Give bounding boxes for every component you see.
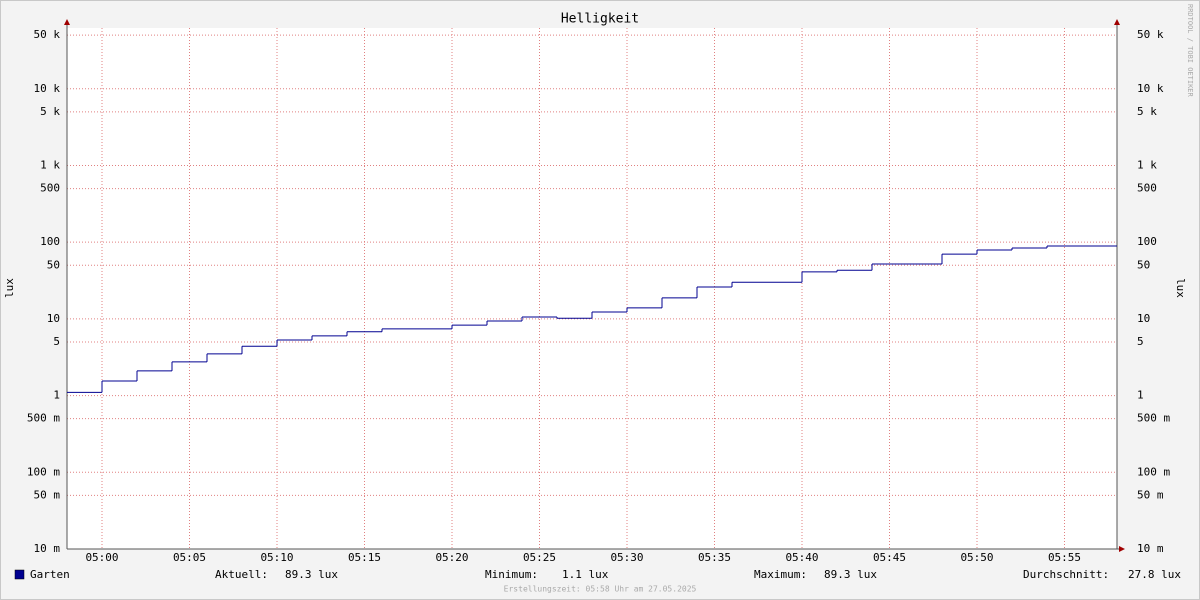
y-tick-label: 100 m — [27, 465, 60, 478]
stat-label: Maximum: — [754, 568, 807, 581]
y-tick-label: 50 m — [34, 488, 61, 501]
stat-label: Durchschnitt: — [1023, 568, 1109, 581]
y2-tick-label: 50 k — [1137, 28, 1164, 41]
stat-value: 1.1 lux — [562, 568, 609, 581]
y2-axis-label: lux — [1174, 278, 1187, 298]
stat-value: 27.8 lux — [1128, 568, 1181, 581]
x-tick-label: 05:25 — [523, 551, 556, 564]
y2-tick-label: 1 — [1137, 389, 1144, 402]
x-tick-label: 05:05 — [173, 551, 206, 564]
y-tick-label: 500 — [40, 182, 60, 195]
stat-value: 89.3 lux — [285, 568, 338, 581]
x-tick-label: 05:15 — [348, 551, 381, 564]
y2-tick-label: 10 k — [1137, 82, 1164, 95]
x-tick-label: 05:55 — [1048, 551, 1081, 564]
x-tick-label: 05:00 — [85, 551, 118, 564]
y-tick-label: 5 k — [40, 105, 60, 118]
y2-tick-label: 5 k — [1137, 105, 1157, 118]
x-tick-label: 05:40 — [785, 551, 818, 564]
axis-arrow — [1119, 546, 1125, 552]
watermark: RRDTOOL / TOBI OETIKER — [1186, 4, 1194, 98]
y2-tick-label: 50 m — [1137, 488, 1164, 501]
legend-label: Garten — [30, 568, 70, 581]
y2-tick-label: 100 m — [1137, 465, 1170, 478]
stat-label: Minimum: — [485, 568, 538, 581]
y-tick-label: 1 — [53, 389, 60, 402]
y-tick-label: 500 m — [27, 412, 60, 425]
y2-tick-label: 1 k — [1137, 158, 1157, 171]
y-tick-label: 1 k — [40, 158, 60, 171]
y2-tick-label: 50 — [1137, 258, 1150, 271]
y-tick-label: 10 m — [34, 542, 61, 555]
y2-tick-label: 10 m — [1137, 542, 1164, 555]
x-tick-label: 05:10 — [260, 551, 293, 564]
y-tick-label: 50 k — [34, 28, 61, 41]
stat-value: 89.3 lux — [824, 568, 877, 581]
plot-area — [67, 28, 1117, 549]
axis-arrow — [1114, 19, 1120, 25]
y2-tick-label: 5 — [1137, 335, 1144, 348]
x-tick-label: 05:45 — [873, 551, 906, 564]
y-tick-label: 100 — [40, 235, 60, 248]
x-tick-label: 05:30 — [610, 551, 643, 564]
stat-label: Aktuell: — [215, 568, 268, 581]
footer: Erstellungszeit: 05:58 Uhr am 27.05.2025 — [504, 585, 697, 594]
y-tick-label: 10 — [47, 312, 60, 325]
y2-tick-label: 10 — [1137, 312, 1150, 325]
y2-tick-label: 100 — [1137, 235, 1157, 248]
y-axis-label: lux — [3, 278, 16, 298]
chart-title: Helligkeit — [561, 12, 639, 27]
y-tick-label: 5 — [53, 335, 60, 348]
x-tick-label: 05:50 — [960, 551, 993, 564]
legend-swatch — [14, 569, 25, 580]
axis-arrow — [64, 19, 70, 25]
x-tick-label: 05:20 — [435, 551, 468, 564]
y2-tick-label: 500 m — [1137, 412, 1170, 425]
y-tick-label: 10 k — [34, 82, 61, 95]
y-tick-label: 50 — [47, 258, 60, 271]
y2-tick-label: 500 — [1137, 182, 1157, 195]
x-tick-label: 05:35 — [698, 551, 731, 564]
